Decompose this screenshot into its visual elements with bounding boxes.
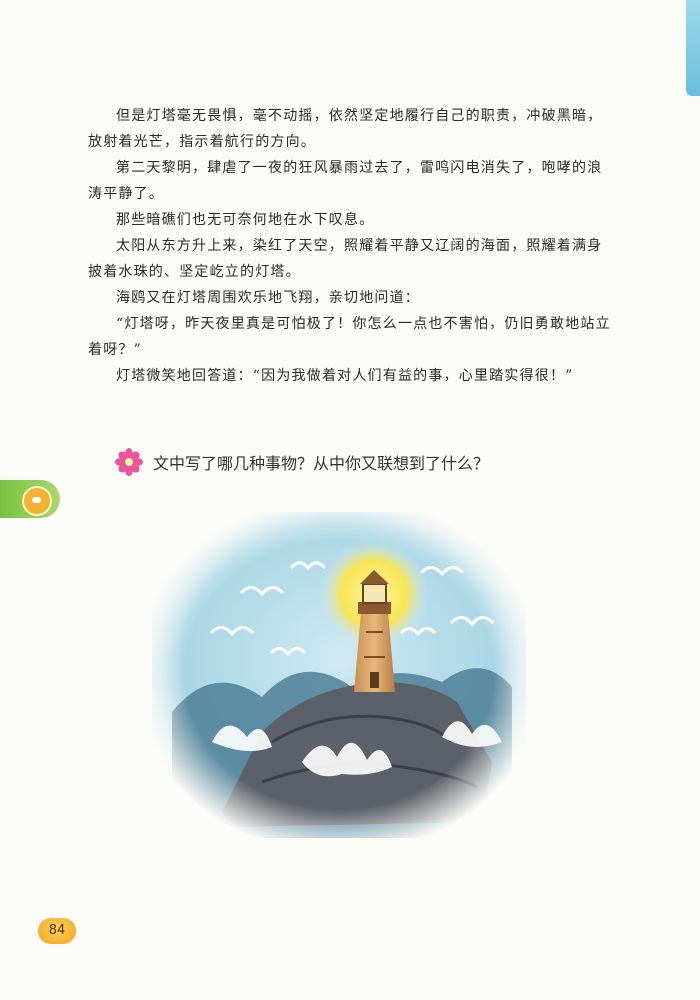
paragraph: 第二天黎明，肆虐了一夜的狂风暴雨过去了，雷鸣闪电消失了，咆哮的浪涛平静了。 [88, 160, 603, 202]
right-edge-tab [686, 0, 700, 96]
paragraph: 太阳从东方升上来，染红了天空，照耀着平静又辽阔的海面，照耀着满身披着水珠的、坚定… [88, 238, 603, 280]
paragraph: “灯塔呀，昨天夜里真是可怕极了！你怎么一点也不害怕，仍旧勇敢地站立着呀？” [88, 316, 611, 358]
page-number: 84 [38, 918, 76, 944]
paragraph: 那些暗礁们也无可奈何地在水下叹息。 [116, 212, 375, 228]
question-text: 文中写了哪几种事物？从中你又联想到了什么？ [153, 454, 490, 473]
lighthouse-illustration [152, 512, 526, 838]
paragraph: 海鸥又在灯塔周围欢乐地飞翔，亲切地问道： [116, 290, 420, 306]
left-edge-tab [0, 480, 60, 518]
paragraph: 灯塔微笑地回答道：“因为我做着对人们有益的事，心里踏实得很！” [116, 368, 574, 384]
discussion-question: 文中写了哪几种事物？从中你又联想到了什么？ [115, 448, 489, 476]
passage-text: 但是灯塔毫无畏惧，毫不动摇，依然坚定地履行自己的职责，冲破黑暗，放射着光芒，指示… [88, 103, 616, 389]
flower-icon [115, 448, 143, 476]
squirrel-icon [22, 486, 52, 516]
paragraph: 但是灯塔毫无畏惧，毫不动摇，依然坚定地履行自己的职责，冲破黑暗，放射着光芒，指示… [88, 108, 603, 150]
